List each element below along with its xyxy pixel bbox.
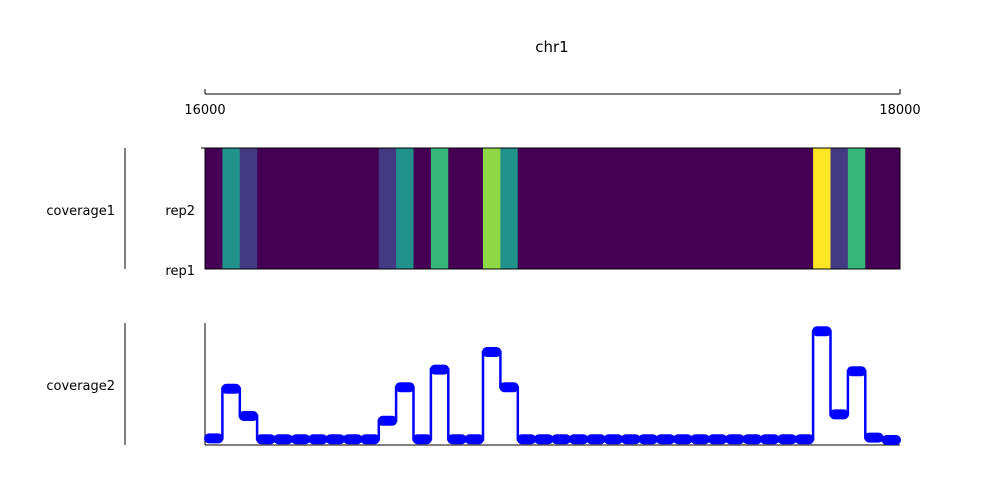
track-label: coverage1 (46, 204, 115, 219)
heatmap-cell (239, 148, 258, 269)
x-tick-label-end: 18000 (879, 103, 920, 118)
heatmap-cell (344, 148, 362, 269)
heatmap-cell (535, 148, 553, 269)
heatmap-cell (691, 148, 710, 269)
row-label-rep2: rep2 (165, 204, 195, 219)
heatmap-cell (396, 148, 414, 269)
heatmap-cell (622, 148, 640, 269)
heatmap-cell (552, 148, 571, 269)
step-line (204, 326, 901, 445)
heatmap-frame (204, 147, 901, 270)
heatmap-cell (430, 148, 449, 269)
heatmap-cell (708, 148, 727, 269)
x-axis: 16000 18000 (184, 89, 921, 118)
heatmap-cell (778, 148, 797, 269)
heatmap-cell (500, 148, 519, 269)
heatmap-cell (865, 148, 884, 269)
heatmap-cell (378, 148, 397, 269)
heatmap-cell (326, 148, 345, 269)
heatmap-cell (222, 148, 241, 269)
heatmap-cell (257, 148, 275, 269)
heatmap-cell (587, 148, 606, 269)
row-label-rep1: rep1 (165, 264, 195, 279)
heatmap-cell (604, 148, 623, 269)
heatmap-cell (309, 148, 328, 269)
track-coverage2: coverage2 (46, 323, 901, 446)
x-tick-label-start: 16000 (184, 103, 225, 118)
heatmap-cell (795, 148, 814, 269)
heatmap-cell (813, 148, 831, 269)
step-series-line (205, 329, 900, 442)
heatmap-cell (448, 148, 467, 269)
heatmap-cell (517, 148, 536, 269)
heatmap-cell (656, 148, 675, 269)
heatmap-cell (639, 148, 658, 269)
heatmap-cell (743, 148, 762, 269)
heatmap-cells (205, 148, 901, 269)
heatmap-cell (291, 148, 310, 269)
heatmap-cell (465, 148, 484, 269)
heatmap-cell (361, 148, 380, 269)
heatmap-cell (205, 148, 223, 269)
heatmap-cell (761, 148, 779, 269)
heatmap-cell (569, 148, 588, 269)
heatmap-cell (483, 148, 501, 269)
heatmap-cell (274, 148, 293, 269)
track-label: coverage2 (46, 379, 115, 394)
heatmap-cell (726, 148, 745, 269)
track-coverage1: coverage1 rep2 rep1 (46, 147, 901, 279)
heatmap-cell (830, 148, 849, 269)
heatmap-cell (413, 148, 432, 269)
heatmap-cell (882, 148, 901, 269)
heatmap-cell (847, 148, 866, 269)
chart-title: chr1 (535, 38, 568, 56)
heatmap-cell (674, 148, 692, 269)
